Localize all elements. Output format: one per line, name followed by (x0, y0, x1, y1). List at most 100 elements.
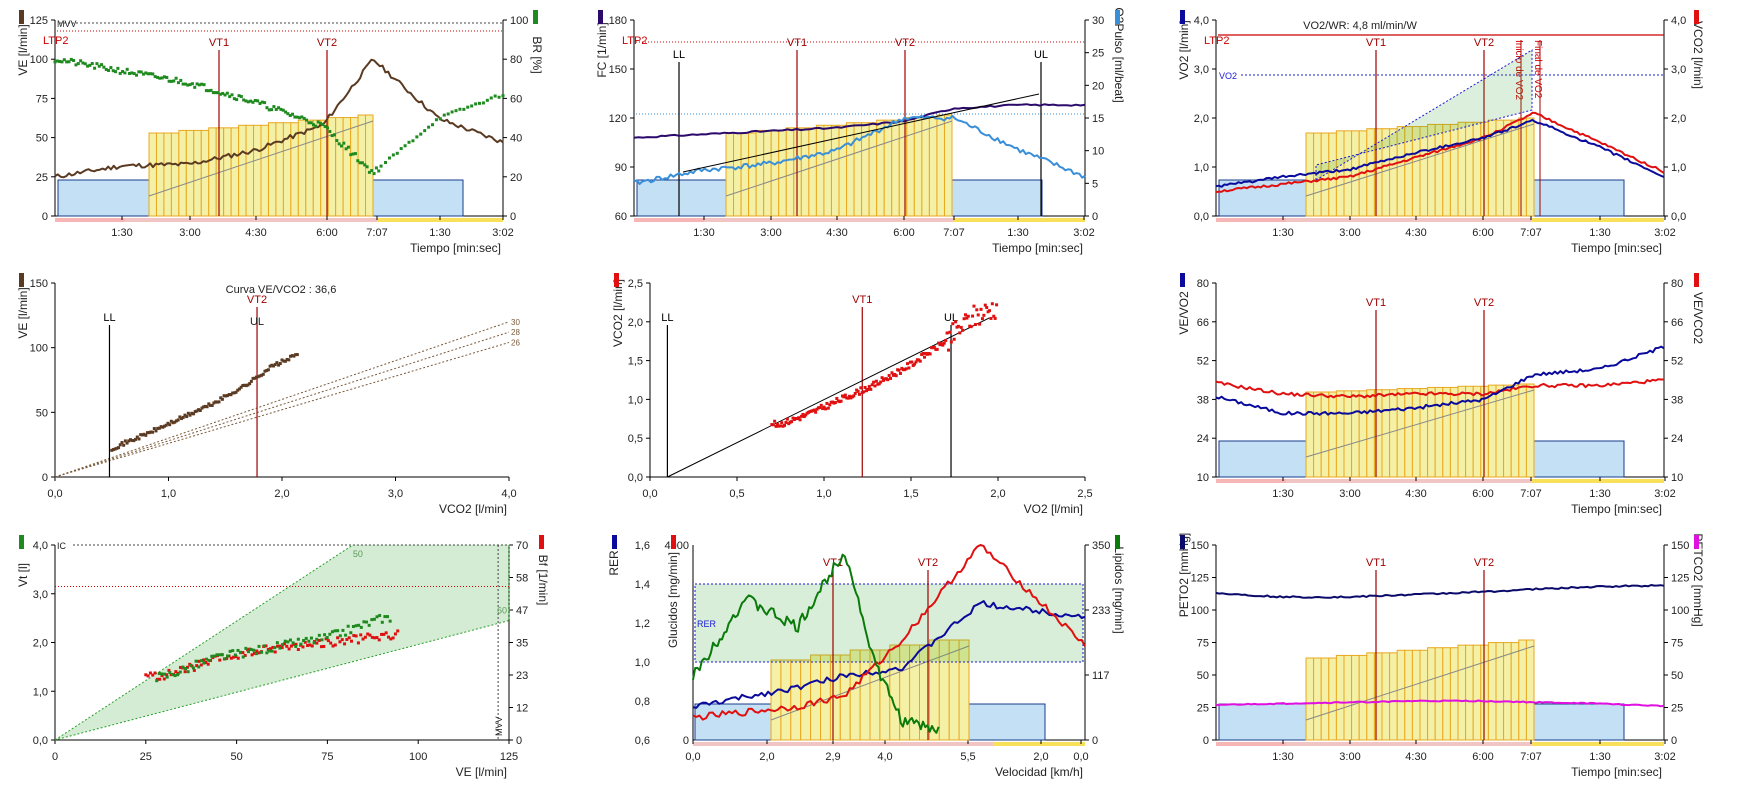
vt-point (317, 633, 321, 637)
br-point (232, 97, 236, 101)
bf-point (144, 673, 148, 677)
x-tick-label: 3:02 (1654, 227, 1675, 239)
legend-swatch-icon (1180, 273, 1185, 287)
vco2-point (826, 406, 830, 410)
vco2-point (993, 316, 997, 320)
vco2-point (942, 341, 946, 345)
x-axis-title: Velocidad [km/h] (995, 765, 1083, 779)
vco2-point (799, 414, 803, 418)
threshold-label: LL (103, 312, 115, 324)
br-point (76, 62, 80, 66)
br-point (337, 142, 341, 146)
ve-point (224, 394, 228, 398)
br-point (125, 67, 129, 71)
vt-point (173, 674, 177, 678)
bf-point (303, 640, 307, 644)
br-point (367, 170, 371, 174)
br-point (148, 72, 152, 76)
load-bar (823, 124, 832, 217)
ve-point (161, 425, 165, 429)
vt-point (380, 620, 384, 624)
vco2-point (949, 340, 953, 344)
bf-point (350, 639, 354, 643)
y2-tick-label: 150 (1671, 540, 1689, 552)
br-point (169, 79, 173, 83)
x-tick-label: 75 (321, 751, 333, 763)
bf-point (183, 670, 187, 674)
ve-point (260, 373, 264, 377)
br-point (330, 134, 334, 138)
br-point (176, 81, 180, 85)
ve-point (169, 419, 173, 423)
br-point (281, 108, 285, 112)
vt-point (194, 659, 198, 663)
vco2-point (907, 366, 911, 370)
br-point (288, 114, 292, 118)
bf-point (333, 643, 337, 647)
br-point (344, 147, 348, 151)
x-tick-label: 1:30 (1589, 227, 1610, 239)
bf-point (218, 658, 222, 662)
y2-tick-label: 60 (510, 93, 522, 105)
threshold-label: UL (1034, 49, 1048, 61)
load-bar (1487, 642, 1497, 741)
x-tick-label: 3:00 (1339, 751, 1360, 763)
ramp-line (1305, 123, 1535, 197)
panel-ve-br: 125 100 75 50 25 0 100 80 60 40 20 0 VE [l/min] BR [%… (16, 10, 544, 255)
legend-swatch-icon (1694, 273, 1699, 287)
br-point (323, 125, 327, 129)
br-point (146, 72, 150, 76)
panel-vco2-vo2: 2,5 2,0 1,5 1,0 0,5 0,0 VCO2 [l/min] VO2 [l/min… (611, 273, 1093, 516)
lipidos-tick-label: 117 (1092, 670, 1110, 682)
br-point (114, 70, 118, 74)
bf-point (296, 648, 300, 652)
vco2-point (778, 424, 782, 428)
vt-point (233, 653, 237, 657)
y2-tick-label: 23 (516, 670, 528, 682)
ve-point (197, 408, 201, 412)
vco2-point (962, 317, 966, 321)
br-point (346, 145, 350, 149)
load-bar (223, 127, 232, 217)
vt-point (288, 638, 292, 642)
vco2-point (954, 320, 958, 324)
vco2-point (797, 416, 801, 420)
x-tick-label: 6:00 (1472, 227, 1493, 239)
fc-series (633, 103, 1086, 139)
vco2-point (773, 419, 777, 423)
br-point (267, 108, 271, 112)
br-point (407, 140, 411, 144)
x-tick-label: 1:30 (1589, 751, 1610, 763)
y2-tick-label: 20 (510, 172, 522, 184)
ve-point (290, 354, 294, 358)
vco2-point (814, 410, 818, 414)
panel-substrates: 1,6 1,4 1,2 1,0 0,8 0,6 RER 4000 0 Glucidos [mg/m… (607, 535, 1126, 779)
ve-point (273, 363, 277, 367)
ve-point (219, 396, 223, 400)
bf-point (359, 633, 363, 637)
load-bar (790, 659, 802, 741)
load-bar (1396, 649, 1406, 741)
ve-point (249, 379, 253, 383)
bf-point (160, 674, 164, 678)
load-bar (1449, 647, 1459, 741)
y2-axis-title: VE/VCO2 (1691, 292, 1705, 344)
x-tick-label: 1:30 (1272, 227, 1293, 239)
load-bar (1396, 388, 1406, 478)
vt-point (354, 624, 358, 628)
load-bar (1442, 123, 1451, 217)
vt-point (241, 655, 245, 659)
rer-tick-label: 1,2 (635, 618, 650, 630)
o2pulse-series (633, 114, 1086, 185)
vt-point (157, 672, 161, 676)
load-bar (1343, 130, 1353, 217)
bf-point (391, 636, 395, 640)
vco2-point (867, 384, 871, 388)
glucidos-tick-label: 0 (683, 735, 689, 747)
x-tick-label: 3:02 (492, 227, 513, 239)
load-bar (1518, 117, 1527, 217)
vt-point (228, 649, 232, 653)
rer-tick-label: 1,6 (635, 540, 650, 552)
band-rest (1216, 742, 1313, 746)
load-bar (178, 129, 187, 217)
